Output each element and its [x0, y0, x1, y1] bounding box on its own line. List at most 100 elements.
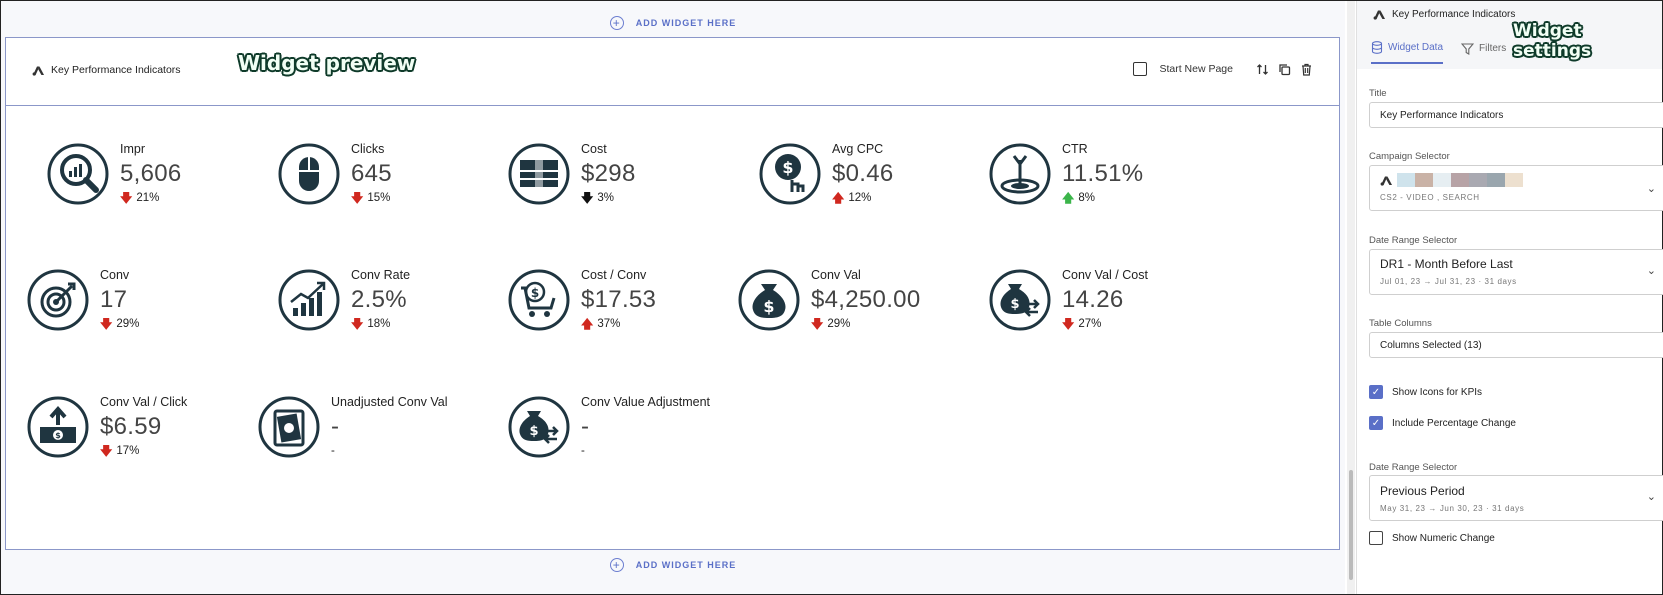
tab-filters-label: Filters — [1479, 43, 1507, 54]
cash-upload-icon: $ — [27, 396, 89, 458]
show-icons-row[interactable]: ✓ Show Icons for KPIs — [1369, 385, 1482, 399]
kpi-card: Clicks 645 🡇 15% — [277, 142, 517, 222]
add-widget-top-button[interactable]: + ADD WIDGET HERE — [1, 8, 1345, 38]
settings-tabs: Widget Data Filters — [1371, 41, 1506, 64]
kpi-change: 🡇 17% — [100, 445, 187, 457]
compare-date-range-label: Date Range Selector — [1369, 462, 1458, 473]
kpi-change-value: 21% — [136, 192, 160, 204]
kpi-card: Conv Rate 2.5% 🡇 18% — [277, 268, 517, 348]
arrow-down-icon: 🡇 — [100, 317, 113, 331]
tab-filters[interactable]: Filters — [1461, 41, 1506, 64]
money-bag-icon: $ — [738, 269, 800, 331]
table-columns-selector[interactable]: Columns Selected (13) — [1369, 332, 1663, 358]
compare-date-range-sub: May 31, 23 → Jun 30, 23 · 31 days — [1380, 504, 1525, 513]
kpi-change-value: 17% — [116, 445, 140, 457]
kpi-change: 🡇 18% — [351, 318, 410, 330]
redacted-swatch — [1505, 173, 1523, 187]
table-columns-label: Table Columns — [1369, 318, 1432, 329]
tab-widget-data[interactable]: Widget Data — [1371, 41, 1444, 64]
kpi-change-value: - — [581, 445, 585, 457]
kpi-change-value: 15% — [367, 192, 391, 204]
dollar-cart-icon: $ — [508, 269, 570, 331]
bullseye-icon — [27, 269, 89, 331]
date-range-selector-label: Date Range Selector — [1369, 235, 1458, 246]
canvas-scrollbar-thumb[interactable] — [1349, 470, 1353, 580]
kpi-label: Conv Value Adjustment — [581, 395, 711, 409]
google-ads-logo-icon — [32, 66, 44, 76]
show-numeric-label: Show Numeric Change — [1392, 532, 1495, 544]
include-percentage-checkbox[interactable]: ✓ — [1369, 416, 1383, 430]
kpi-label: Avg CPC — [832, 142, 884, 156]
campaign-selector-sub: CS2 - VIDEO , SEARCH — [1380, 193, 1480, 202]
kpi-card: Cost $298 🡇 3% — [507, 142, 747, 222]
kpi-label: Cost — [581, 142, 607, 156]
money-stack-icon — [508, 143, 570, 205]
dashboard-canvas: + ADD WIDGET HERE Key Performance Indica… — [1, 1, 1345, 594]
kpi-value: 645 — [351, 160, 392, 187]
kpi-change: 🡅 12% — [832, 192, 894, 204]
tab-widget-data-label: Widget Data — [1388, 42, 1444, 53]
start-new-page-checkbox[interactable] — [1133, 62, 1148, 76]
kpi-value: 5,606 — [120, 160, 182, 187]
campaign-selector-dropdown[interactable]: CS2 - VIDEO , SEARCH ⌄ — [1369, 165, 1663, 211]
kpi-card: Conv 17 🡇 29% — [26, 268, 266, 348]
table-columns-value: Columns Selected (13) — [1380, 340, 1482, 351]
kpi-change: 🡇 29% — [811, 318, 920, 330]
show-numeric-checkbox[interactable] — [1369, 531, 1383, 545]
money-bag-arrows-icon: $ — [508, 396, 570, 458]
kpi-card: Impr 5,606 🡇 21% — [46, 142, 286, 222]
kpi-change: 🡇 15% — [351, 192, 392, 204]
kpi-change: 🡇 29% — [100, 318, 139, 330]
date-range-value: DR1 - Month Before Last — [1380, 257, 1513, 271]
database-icon — [1371, 41, 1383, 54]
redacted-swatch — [1433, 173, 1451, 187]
kpi-value: 17 — [100, 286, 128, 313]
widget-actions: Start New Page — [1133, 62, 1313, 76]
compare-date-range-dropdown[interactable]: Previous Period May 31, 23 → Jun 30, 23 … — [1369, 475, 1663, 521]
kpi-label: CTR — [1062, 142, 1088, 156]
svg-text:$: $ — [782, 158, 793, 177]
date-range-sub: Jul 01, 23 → Jul 31, 23 · 31 days — [1380, 277, 1517, 286]
show-numeric-row[interactable]: Show Numeric Change — [1369, 531, 1495, 545]
title-input[interactable]: Key Performance Indicators — [1369, 102, 1663, 128]
kpi-change: - — [581, 445, 710, 457]
widget-title-text: Key Performance Indicators — [51, 64, 181, 76]
kpi-value: $4,250.00 — [811, 286, 921, 313]
kpi-change: 🡇 3% — [581, 192, 636, 204]
settings-header: Key Performance Indicators Widget settin… — [1357, 1, 1662, 69]
include-percentage-row[interactable]: ✓ Include Percentage Change — [1369, 416, 1516, 430]
plus-circle-icon: + — [609, 558, 624, 572]
svg-text:$: $ — [531, 286, 539, 300]
kpi-label: Conv Val / Cost — [1062, 268, 1148, 282]
annotation-widget-settings: Widget settings — [1513, 21, 1592, 61]
kpi-change-value: 29% — [827, 318, 851, 330]
kpi-change: 🡅 8% — [1062, 192, 1143, 204]
kpi-value: - — [581, 413, 590, 440]
reorder-icon[interactable] — [1255, 62, 1269, 76]
compare-date-range-value: Previous Period — [1380, 484, 1465, 498]
canvas-scrollbar-track[interactable] — [1347, 1, 1355, 594]
delete-icon[interactable] — [1299, 62, 1313, 76]
arrow-up-icon: 🡅 — [1062, 191, 1075, 205]
arrow-down-icon: 🡇 — [351, 191, 364, 205]
kpi-card: CTR 11.51% 🡅 8% — [988, 142, 1228, 222]
mouse-icon — [278, 143, 340, 205]
include-percentage-label: Include Percentage Change — [1392, 417, 1516, 429]
chevron-down-icon: ⌄ — [1646, 265, 1656, 277]
google-ads-logo-icon — [1373, 10, 1385, 20]
kpi-change-value: - — [331, 445, 335, 457]
kpi-label: Clicks — [351, 142, 385, 156]
kpi-widget-preview[interactable]: Key Performance Indicators Widget previe… — [5, 37, 1340, 550]
arrow-down-icon: 🡇 — [811, 317, 824, 331]
kpi-label: Conv — [100, 268, 130, 282]
redacted-swatch — [1397, 173, 1415, 187]
add-widget-bottom-button[interactable]: + ADD WIDGET HERE — [1, 550, 1345, 580]
duplicate-icon[interactable] — [1277, 62, 1291, 76]
show-icons-label: Show Icons for KPIs — [1392, 386, 1483, 398]
show-icons-checkbox[interactable]: ✓ — [1369, 385, 1383, 399]
kpi-change-value: 37% — [597, 318, 621, 330]
date-range-dropdown[interactable]: DR1 - Month Before Last Jul 01, 23 → Jul… — [1369, 249, 1663, 295]
kpi-value: $298 — [581, 160, 636, 187]
kpi-label: Cost / Conv — [581, 268, 647, 282]
chevron-down-icon: ⌄ — [1646, 183, 1656, 195]
